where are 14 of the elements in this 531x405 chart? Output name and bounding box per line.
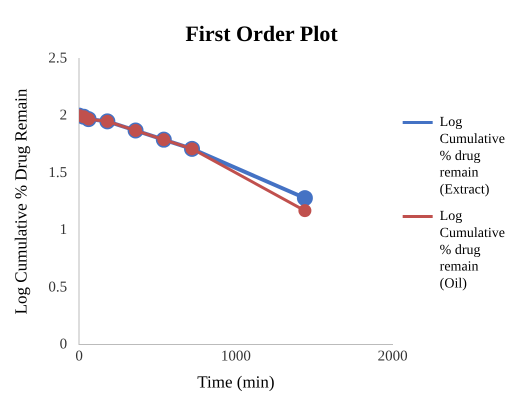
y-axis-title: Log Cumulative % Drug Remain	[12, 88, 31, 314]
y-tick-label: 1	[60, 222, 68, 238]
x-tick-label: 2000	[378, 348, 408, 365]
y-tick-label: 0.5	[48, 279, 68, 296]
x-axis-title: Time (min)	[197, 372, 275, 392]
y-tick-label: 1.5	[48, 164, 68, 181]
y-tick-label: 0	[60, 336, 68, 353]
y-tick-label: 2.5	[48, 50, 68, 66]
legend-label: Log Cumulative % drug remain (Oil)	[440, 209, 506, 292]
legend-label: Log Cumulative % drug remain (Extract)	[440, 115, 506, 198]
chart-title: First Order Plot	[185, 20, 338, 46]
x-tick-label: 1000	[220, 348, 251, 365]
y-tick-label: 2	[60, 108, 68, 124]
x-tick-label: 0	[75, 348, 83, 365]
